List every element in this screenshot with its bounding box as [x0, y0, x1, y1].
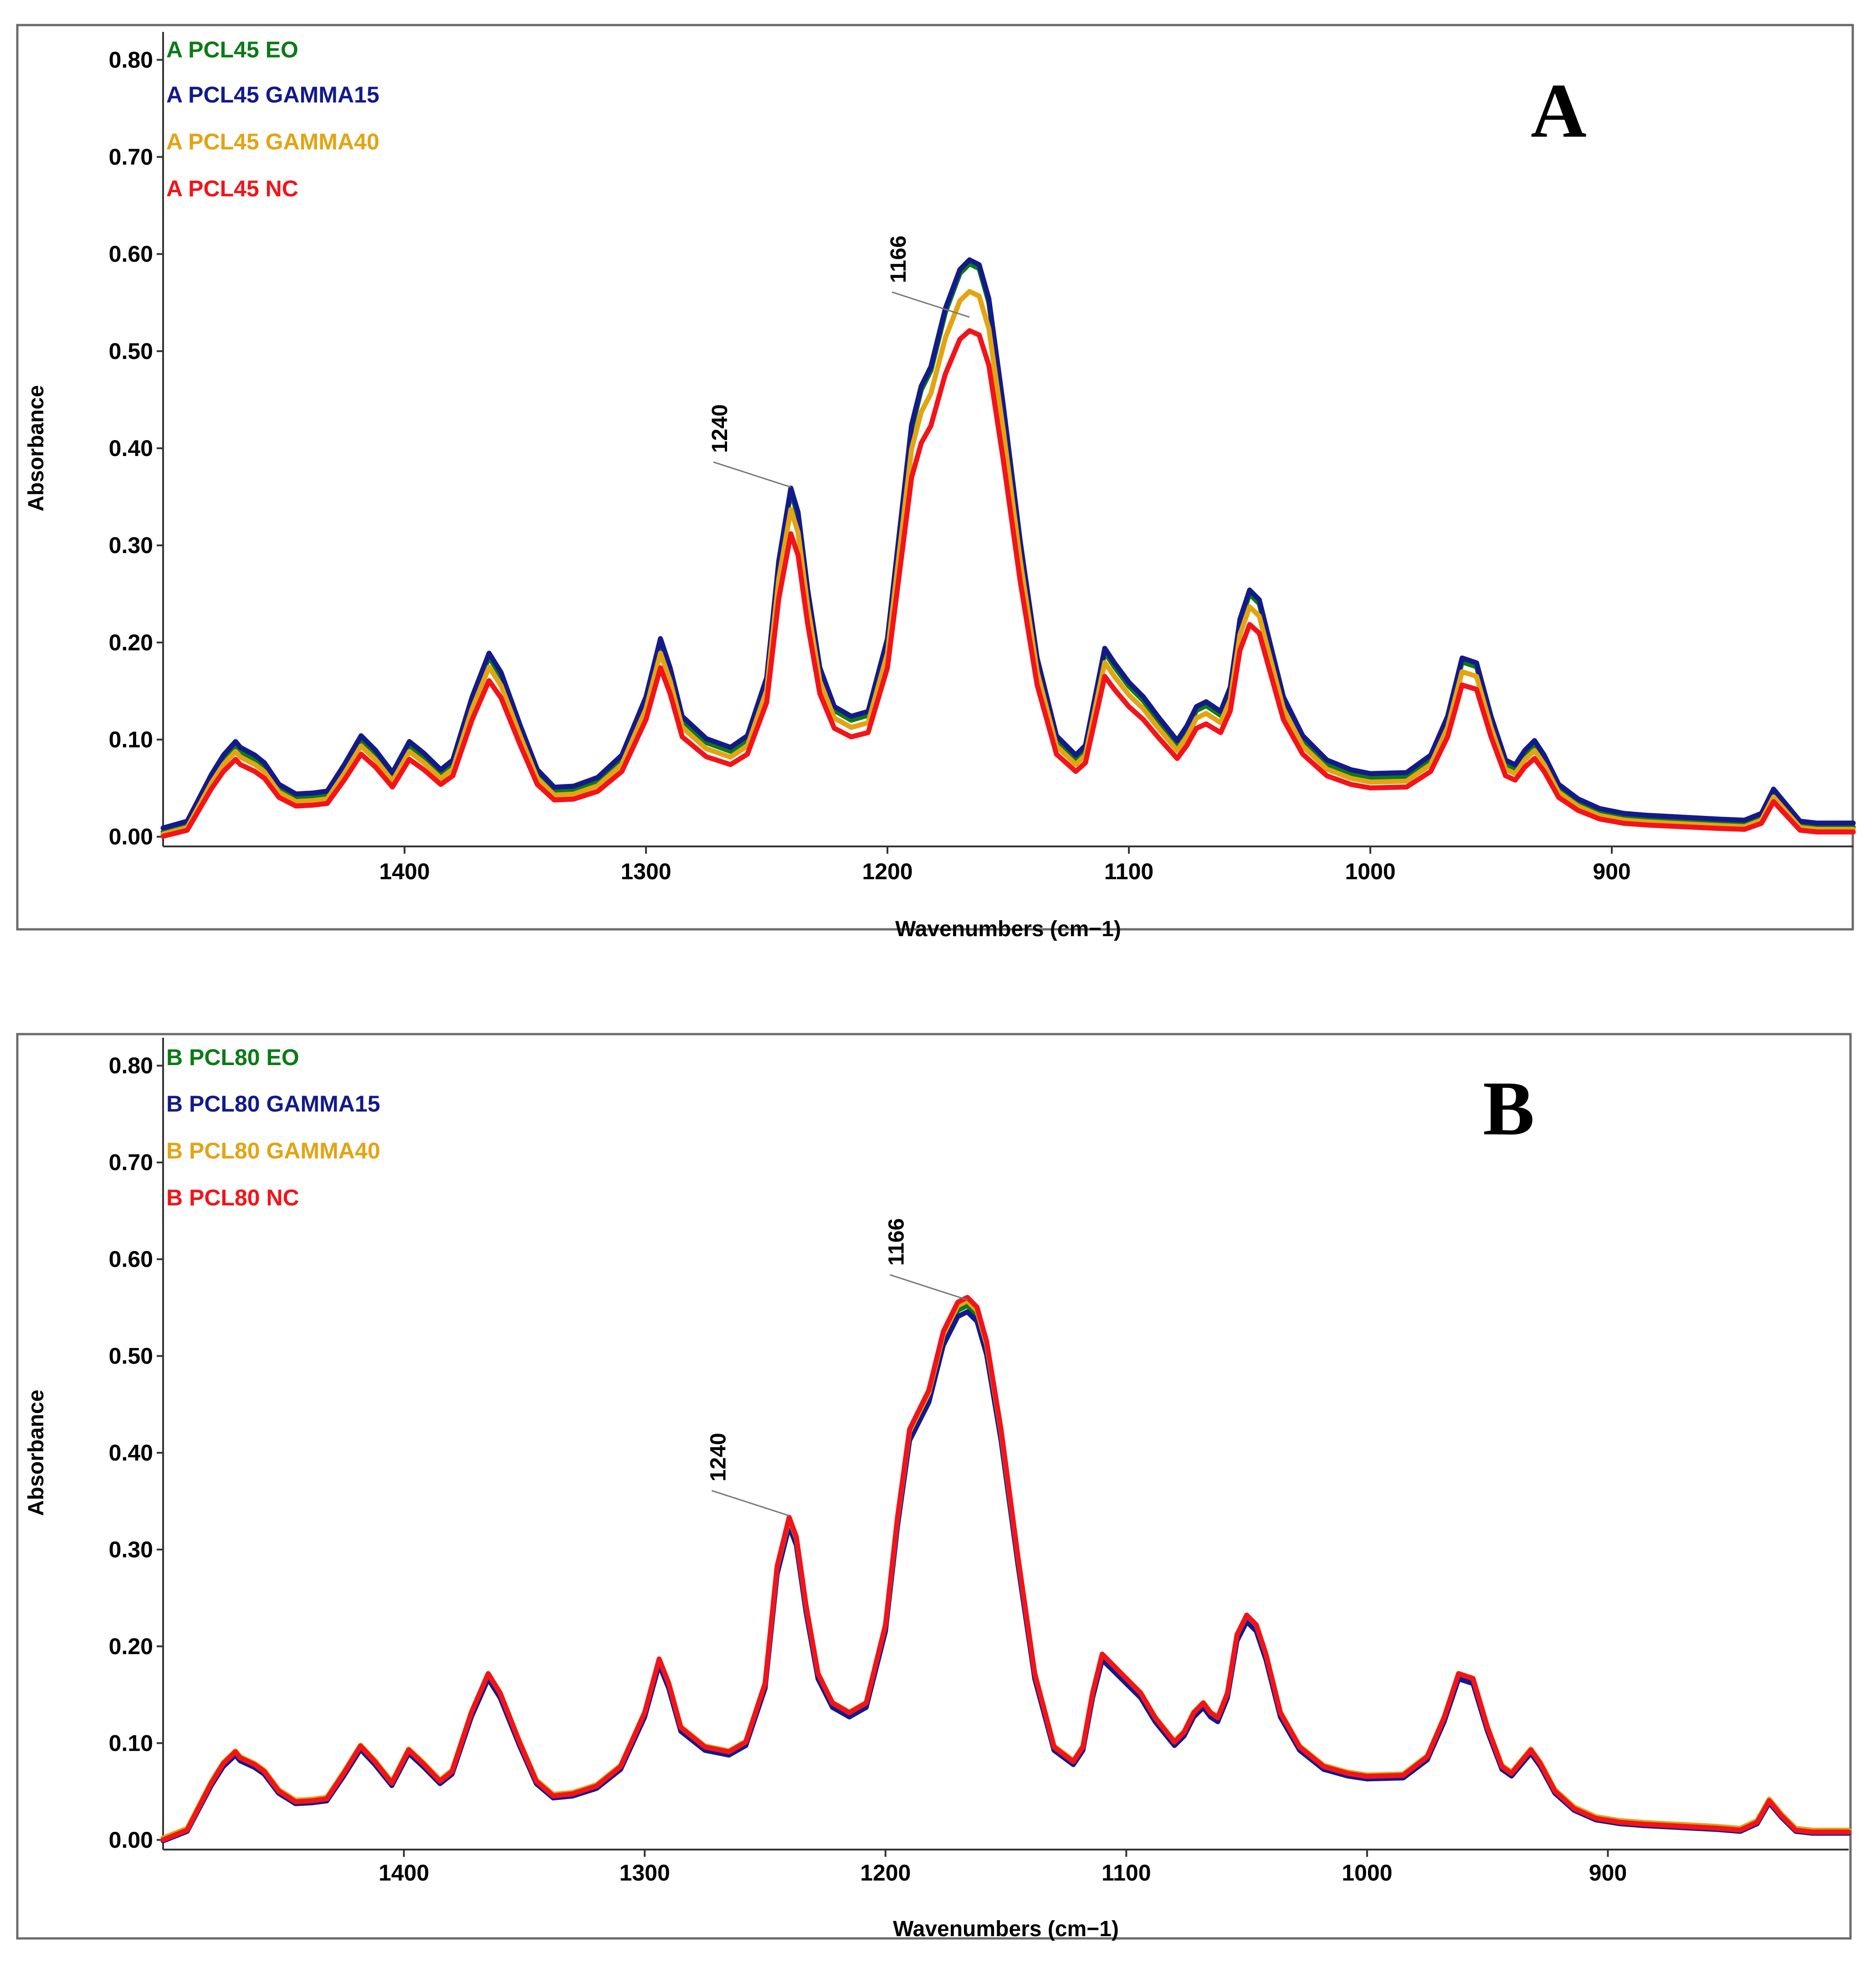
x-tick-label: 900: [1593, 859, 1630, 884]
y-axis-title: Absorbance: [24, 1389, 48, 1516]
peak-annotation-label: 1166: [884, 1218, 908, 1266]
peak-annotation-label: 1166: [887, 236, 911, 283]
annotation-leader: [711, 1490, 789, 1517]
x-tick-label: 1200: [862, 859, 912, 884]
legend-entry: A PCL45 GAMMA40: [166, 129, 379, 154]
y-tick-label: 0.80: [109, 47, 153, 72]
x-tick-label: 1400: [379, 1860, 429, 1886]
series-line-3: [160, 289, 1856, 837]
x-tick-label: 1300: [620, 859, 671, 884]
panel-letter: B: [1483, 1066, 1534, 1151]
panel-letter: A: [1531, 68, 1587, 154]
y-tick-label: 0.00: [109, 824, 153, 850]
y-tick-label: 0.20: [109, 630, 153, 655]
x-axis-title: Wavenumbers (cm−1): [893, 1917, 1119, 1941]
legend-entry: B PCL80 EO: [166, 1045, 299, 1070]
x-tick-label: 1000: [1342, 1860, 1392, 1886]
chart-panel-b: 0.00 0.10 0.20 0.30 0.40 0.50 0.60 0.70 0.80 1400…: [16, 1033, 1852, 1941]
y-tick-label: 0.70: [109, 1150, 153, 1175]
y-tick-label: 0.50: [109, 1343, 153, 1369]
y-tick-label: 0.80: [109, 1053, 153, 1078]
peak-annotation-label: 1240: [708, 404, 732, 453]
y-tick-label: 0.10: [109, 1730, 153, 1756]
series-line-2: [160, 257, 1856, 830]
annotation-leader: [889, 1274, 968, 1301]
y-tick-label: 0.30: [109, 533, 153, 558]
peak-annotation-label: 1240: [706, 1433, 730, 1481]
legend-entry: B PCL80 GAMMA15: [166, 1091, 380, 1117]
legend-entry: A PCL45 GAMMA15: [166, 82, 379, 108]
x-axis-title: Wavenumbers (cm−1): [895, 917, 1121, 941]
series-line-4: [160, 1295, 1851, 1843]
y-tick-label: 0.00: [109, 1827, 153, 1853]
x-tick-label: 900: [1589, 1860, 1627, 1886]
y-axis-title: Absorbance: [24, 385, 48, 511]
x-tick-label: 1300: [620, 1860, 670, 1886]
legend-entry: B PCL80 NC: [166, 1185, 299, 1210]
x-tick-label: 1100: [1102, 1860, 1151, 1886]
series-line-2: [160, 1309, 1851, 1844]
y-tick-label: 0.60: [109, 241, 153, 267]
x-tick-label: 1200: [860, 1860, 911, 1886]
panel-frame: [16, 1033, 1852, 1940]
annotation-leader: [713, 461, 791, 488]
annotation-leader: [892, 291, 970, 318]
y-tick-label: 0.70: [109, 144, 153, 169]
legend-entry: A PCL45 EO: [166, 37, 298, 62]
x-tick-label: 1400: [379, 859, 430, 884]
y-tick-label: 0.30: [109, 1537, 153, 1562]
chart-panel-a: 0.00 0.10 0.20 0.30 0.40 0.50 0.60 0.70 0.80 1400…: [16, 24, 1856, 941]
x-tick-label: 1000: [1345, 859, 1395, 884]
y-tick-label: 0.50: [109, 338, 153, 364]
series-line-4: [160, 328, 1856, 839]
y-tick-label: 0.40: [109, 436, 153, 461]
y-tick-label: 0.40: [109, 1440, 153, 1466]
x-tick-label: 1100: [1104, 859, 1153, 884]
y-tick-label: 0.60: [109, 1246, 153, 1272]
y-tick-label: 0.20: [109, 1634, 153, 1659]
legend-entry: A PCL45 NC: [166, 176, 298, 201]
y-tick-label: 0.10: [109, 727, 153, 753]
legend-entry: B PCL80 GAMMA40: [166, 1138, 380, 1163]
panel-frame: [16, 24, 1854, 931]
